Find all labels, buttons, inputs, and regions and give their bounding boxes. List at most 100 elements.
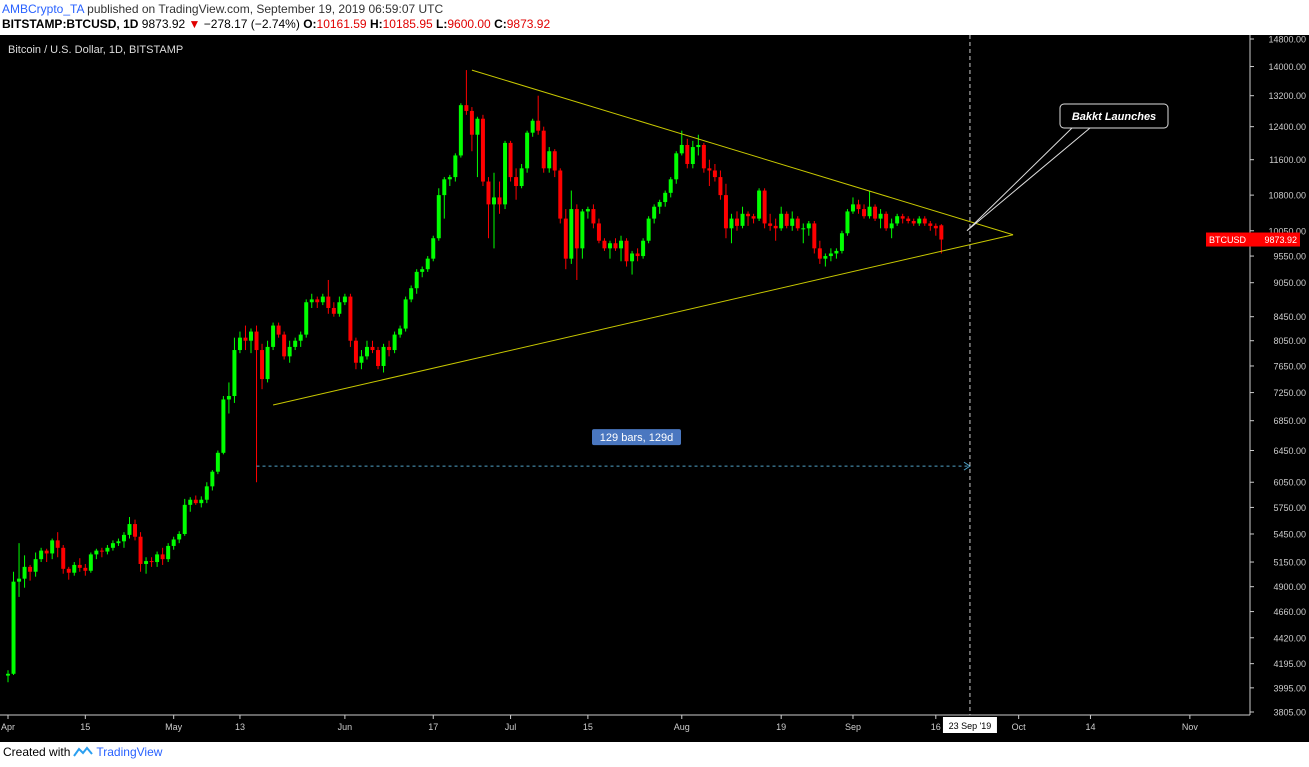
candle [232,337,237,403]
candle [442,177,447,219]
x-tick-label: Sep [845,722,861,732]
candle [574,204,579,280]
price-tag-symbol: BTCUSD [1209,235,1247,245]
candle [884,211,889,231]
candle-body [878,213,883,219]
candle-body [337,302,342,314]
candle-body [619,240,624,249]
candle [536,95,541,135]
candle [624,238,629,267]
candle-body [436,195,441,239]
candle [475,116,480,178]
candle-body [911,221,916,224]
candle-body [381,346,386,366]
candle-body [66,568,71,573]
candle [348,293,353,347]
candle-body [99,550,104,552]
candle-body [293,340,298,347]
candle [735,211,739,231]
candle [50,538,55,560]
candle [558,168,563,224]
candle [690,140,695,169]
footer: Created with TradingView [3,745,162,759]
candle-body [856,204,861,210]
candle-body [464,105,469,111]
candle-body [249,331,253,341]
trendline-lower[interactable] [272,234,1014,406]
candle [304,299,309,338]
x-tick-label: Jun [338,722,353,732]
candle-body [779,213,784,229]
x-tick-label: 14 [1085,722,1095,732]
chart-container[interactable]: 129 bars, 129d Bakkt Launches 14800.00 140… [0,35,1309,747]
candle-body [22,566,27,579]
candle [243,325,248,351]
candle [160,547,165,565]
candle-body [392,334,397,351]
candle [895,213,900,226]
candle [790,211,795,231]
candle-body [839,233,844,251]
candle [149,557,154,567]
open-value: 10161.59 [316,17,367,31]
candle-body [795,218,800,229]
candlestick-chart[interactable]: 129 bars, 129d Bakkt Launches 14800.00 140… [0,35,1309,742]
candle [900,213,905,224]
candle-body [884,213,889,229]
x-tick-label: Aug [674,722,690,732]
candle [718,170,723,200]
author-link[interactable]: AMBCrypto_TA [2,2,84,16]
candle [480,114,485,187]
candle-body [287,346,292,357]
candle-body [11,581,16,674]
candle [260,343,265,390]
candle-body [519,168,524,187]
candle [287,340,292,363]
candle [17,543,22,597]
tradingview-brand[interactable]: TradingView [96,745,163,759]
y-tick-label: 13200.00 [1268,91,1306,101]
candle-body [922,218,927,224]
candle [701,142,706,173]
high-label: H: [369,17,383,31]
y-tick-label: 4195.00 [1273,659,1306,669]
callout-text: Bakkt Launches [1072,111,1156,123]
candle-body [585,209,590,212]
candle-body [602,240,607,249]
candle-body [536,120,541,131]
candle-body [701,144,706,169]
candle-body [525,132,530,169]
candle-body [596,223,601,241]
candle-body [453,155,458,178]
candle-body [503,142,508,205]
candle-body [668,179,673,193]
candle [801,223,806,244]
x-tick-label: 19 [776,722,786,732]
candle-body [387,346,392,351]
candle-body [88,554,93,571]
candle [77,558,82,572]
candle [497,181,502,214]
candle [193,495,198,505]
y-tick-label: 6450.00 [1273,446,1306,456]
candle [171,536,176,550]
y-tick-label: 5150.00 [1273,558,1306,568]
close-label: C: [494,17,507,31]
candle-body [729,218,734,229]
candle-body [569,209,574,259]
candle-body [718,177,723,196]
candle-body [624,240,629,262]
candle [420,266,425,278]
candle-body [144,561,149,564]
candle [127,516,132,539]
trendline-upper[interactable] [471,69,1014,236]
published-text: published on TradingView.com, September … [87,2,444,16]
candle-body [110,543,115,548]
callout-box[interactable] [1059,103,1169,129]
candle [166,543,171,563]
candle-body [414,271,419,289]
symbol-label: BITSTAMP:BTCUSD, 1D [2,17,139,31]
candle-body [657,202,662,207]
candle-body [817,248,822,259]
candle-body [193,499,198,504]
